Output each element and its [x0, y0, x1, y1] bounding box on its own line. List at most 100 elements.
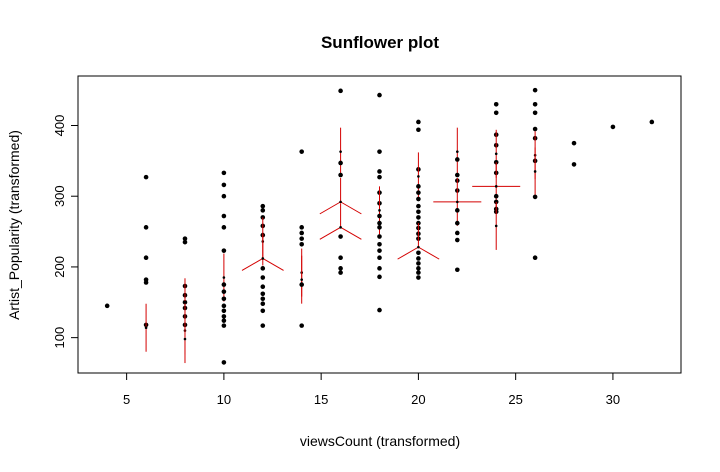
data-point: [221, 323, 227, 328]
data-point: [377, 169, 382, 174]
x-axis: 5 10 15 20 25 30: [123, 372, 620, 407]
x-tick-label: 25: [508, 392, 522, 407]
data-point: [221, 314, 227, 319]
data-point: [571, 162, 577, 167]
data-point: [532, 87, 538, 93]
data-point: [416, 256, 421, 261]
data-point: [104, 303, 110, 309]
data-point: [338, 234, 343, 239]
data-point: [493, 193, 499, 199]
data-point: [221, 289, 227, 294]
data-point: [377, 225, 382, 230]
sunflower-center: [417, 175, 420, 178]
data-point: [260, 208, 266, 213]
data-point: [377, 213, 382, 219]
data-point: [416, 215, 421, 220]
data-point: [416, 266, 421, 271]
sunflower-petal: [319, 201, 341, 215]
data-point: [416, 196, 421, 202]
sunflower-petal: [340, 201, 362, 215]
data-point: [377, 255, 382, 261]
data-point: [455, 172, 460, 178]
data-point: [377, 248, 382, 253]
sunflower-point: [397, 223, 440, 260]
data-point: [338, 270, 343, 275]
data-point: [532, 126, 538, 132]
data-point: [493, 199, 499, 205]
x-tick-label: 10: [217, 392, 231, 407]
data-point: [532, 101, 538, 107]
data-point: [221, 303, 227, 309]
y-axis: 100 200 300 400: [52, 115, 79, 349]
x-tick-label: 5: [123, 392, 130, 407]
data-point: [377, 174, 382, 180]
sunflower-center: [183, 300, 187, 304]
data-point: [338, 160, 343, 166]
data-point: [416, 270, 421, 275]
x-tick-label: 30: [606, 392, 620, 407]
data-point: [455, 237, 460, 243]
sunflower-petal: [340, 226, 362, 240]
data-point: [221, 308, 227, 314]
data-point: [143, 255, 149, 261]
sunflower-point: [533, 147, 537, 196]
sunflower-petal: [262, 258, 284, 271]
data-point: [260, 284, 266, 290]
data-points: [104, 87, 655, 365]
data-point: [260, 266, 266, 271]
sunflower-point: [456, 127, 459, 176]
sunflower-point: [319, 203, 362, 240]
data-point: [143, 174, 149, 180]
data-point: [260, 275, 266, 280]
sunflower-center: [300, 278, 303, 281]
data-point: [649, 119, 655, 125]
sunflower-center: [261, 257, 265, 260]
sunflower-center: [494, 152, 498, 156]
data-point: [493, 159, 499, 165]
data-point: [221, 360, 227, 365]
x-tick-label: 15: [314, 392, 328, 407]
data-point: [416, 127, 421, 133]
sunflower-petal: [319, 226, 341, 240]
sunflower-center: [183, 337, 187, 341]
data-point: [143, 280, 149, 285]
data-point: [182, 239, 188, 245]
data-point: [338, 172, 343, 178]
data-point: [260, 308, 266, 314]
data-point: [571, 140, 577, 146]
data-point: [338, 255, 343, 261]
data-point: [377, 220, 382, 226]
data-point: [377, 92, 382, 98]
sunflower-center: [339, 226, 342, 229]
data-point: [221, 193, 227, 199]
data-point: [221, 248, 227, 253]
data-point: [532, 110, 538, 116]
data-point: [455, 220, 460, 226]
sunflower-point: [494, 201, 498, 250]
data-point: [493, 110, 499, 116]
sunflower-center: [339, 150, 342, 153]
data-point: [416, 184, 421, 189]
sunflower-petal: [241, 258, 264, 271]
sunflower-center: [222, 276, 226, 279]
data-point: [221, 213, 227, 219]
y-axis-label: Artist_Popularity (transformed): [6, 130, 22, 320]
y-tick-label: 100: [52, 327, 67, 349]
data-point: [377, 266, 382, 271]
data-point: [493, 101, 499, 107]
sunflower-petal: [397, 246, 419, 260]
data-point: [416, 250, 421, 256]
sunflower-point: [339, 127, 342, 176]
sunflower-center: [494, 185, 498, 188]
data-point: [416, 203, 421, 209]
data-point: [416, 119, 421, 125]
sunflower-point: [300, 255, 303, 304]
sunflower-center: [378, 209, 381, 212]
sunflower-petal: [418, 246, 440, 260]
data-point: [299, 230, 304, 236]
data-point: [299, 282, 304, 287]
data-point: [377, 242, 382, 247]
sunflower-center: [494, 224, 498, 228]
sunflower-center: [456, 150, 459, 153]
data-point: [221, 170, 227, 176]
